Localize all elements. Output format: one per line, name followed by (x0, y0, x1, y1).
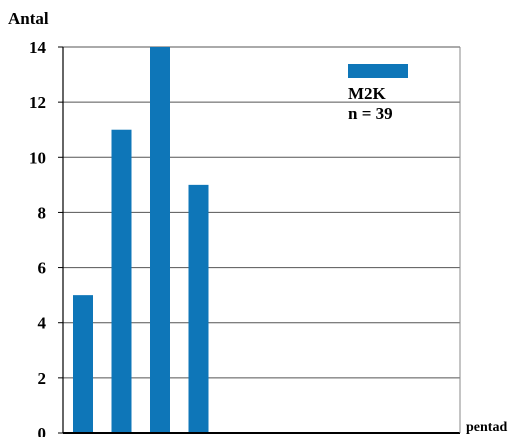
y-axis-title: Antal (8, 9, 49, 28)
legend-note: n = 39 (348, 104, 393, 123)
y-tick-label: 2 (38, 369, 47, 388)
bar (73, 295, 93, 433)
y-tick-label: 10 (29, 148, 46, 167)
y-tick-label: 12 (29, 93, 46, 112)
bars (73, 47, 209, 433)
y-tick-label: 14 (29, 38, 47, 57)
bar (150, 47, 170, 433)
y-tick-label: 8 (38, 203, 47, 222)
legend-label: M2K (348, 84, 387, 103)
y-tick-label: 6 (38, 259, 47, 278)
x-axis-title: pentad (466, 420, 507, 435)
legend-swatch (348, 64, 408, 78)
y-tick-label: 0 (38, 424, 47, 437)
bar (188, 184, 209, 433)
bar (111, 129, 132, 433)
legend: M2K n = 39 (348, 64, 408, 123)
y-axis-ticks: 0 2 4 6 8 10 12 14 (29, 38, 63, 437)
y-tick-label: 4 (38, 314, 47, 333)
